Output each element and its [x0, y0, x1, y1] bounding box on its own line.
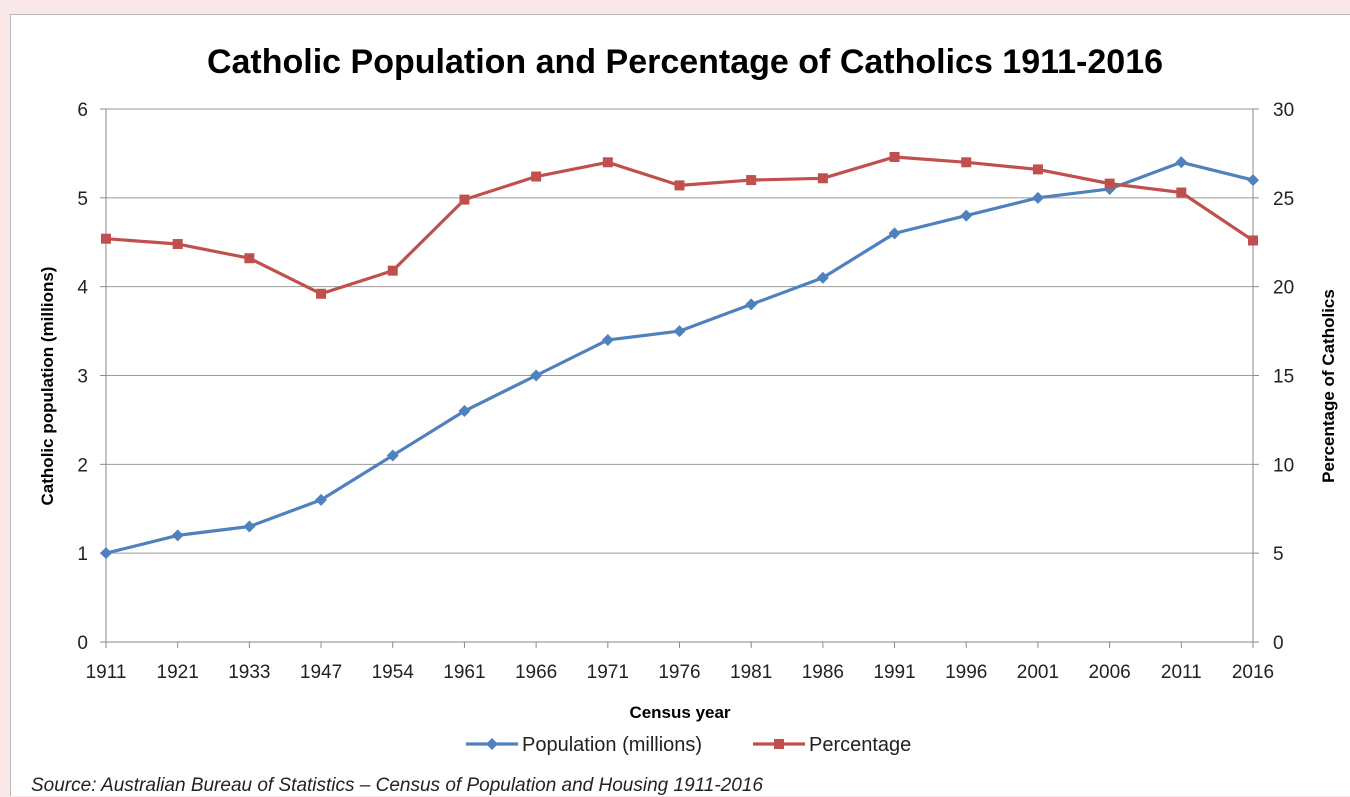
x-tick-label: 1971 — [587, 662, 629, 683]
square-marker — [459, 194, 470, 205]
y-tick-label: 0 — [77, 633, 88, 654]
y2-tick-label: 25 — [1273, 189, 1294, 210]
legend: Population (millions) Percentage — [466, 734, 911, 756]
square-marker — [817, 173, 828, 184]
x-tick-label: 2001 — [1017, 662, 1059, 683]
diamond-marker — [530, 369, 543, 382]
series-line — [105, 160, 1254, 555]
x-tick-label: 1961 — [443, 662, 485, 683]
x-tick-label: 2011 — [1161, 662, 1202, 683]
y-tick-label: 3 — [77, 367, 88, 388]
square-marker — [1104, 178, 1115, 189]
chart-title: Catholic Population and Percentage of Ca… — [207, 43, 1163, 81]
y-axis-label: Catholic population (millions) — [38, 267, 57, 506]
x-tick-label: 1921 — [157, 662, 199, 683]
y2-tick-label: 20 — [1273, 278, 1294, 299]
square-marker — [316, 288, 327, 299]
y-tick-label: 1 — [77, 544, 88, 565]
diamond-marker — [1031, 191, 1044, 204]
square-marker — [774, 739, 784, 749]
square-marker — [1248, 235, 1258, 246]
x-tick-label: 1947 — [300, 662, 342, 683]
data-series — [100, 151, 1259, 560]
diamond-marker — [1175, 156, 1188, 169]
diamond-marker — [315, 493, 328, 506]
series-line — [105, 155, 1254, 296]
x-tick-label: 1991 — [873, 662, 915, 683]
source-note: Source: Australian Bureau of Statistics … — [31, 775, 763, 796]
chart-canvas: Catholic Population and Percentage of Ca… — [31, 43, 1338, 796]
diamond-marker — [171, 529, 184, 542]
x-axis-label: Census year — [629, 703, 730, 722]
y-tick-label: 4 — [77, 278, 88, 299]
diamond-marker — [601, 333, 614, 346]
diamond-marker — [100, 547, 112, 560]
square-marker — [746, 175, 757, 186]
diamond-marker — [816, 271, 829, 284]
diamond-marker — [243, 520, 256, 533]
diamond-marker — [888, 227, 901, 240]
x-tick-label: 1986 — [802, 662, 844, 683]
square-marker — [674, 180, 685, 191]
diamond-marker — [673, 325, 686, 338]
diamond-marker — [386, 449, 399, 462]
series-percentage — [101, 151, 1258, 299]
diamond-marker — [458, 405, 471, 418]
square-marker — [244, 253, 255, 264]
legend-item: Percentage — [753, 734, 911, 756]
x-tick-label: 1954 — [372, 662, 415, 683]
diamond-marker — [486, 738, 498, 750]
axes — [100, 108, 1259, 648]
legend-label: Population (millions) — [522, 734, 702, 756]
square-marker — [387, 265, 398, 276]
series-population — [100, 156, 1259, 560]
x-tick-label: 1911 — [86, 662, 127, 683]
tick-labels: 0 1 2 3 4 5 6 0 5 10 15 20 25 30 1911 1921 1933 1947 1954 1… — [77, 100, 1294, 683]
square-marker — [531, 171, 542, 182]
y2-tick-label: 5 — [1273, 544, 1284, 565]
x-tick-label: 1981 — [730, 662, 772, 683]
square-marker — [602, 157, 613, 168]
square-marker — [1176, 187, 1187, 198]
square-marker — [961, 157, 972, 168]
square-marker — [101, 233, 111, 244]
y-tick-label: 6 — [77, 100, 88, 121]
square-marker — [1032, 164, 1043, 175]
y2-axis-label: Percentage of Catholics — [1319, 289, 1338, 483]
x-tick-label: 2006 — [1088, 662, 1130, 683]
x-tick-label: 2016 — [1232, 662, 1274, 683]
y2-tick-label: 10 — [1273, 455, 1294, 476]
diamond-marker — [1247, 174, 1259, 187]
y-tick-label: 2 — [77, 455, 88, 476]
x-tick-label: 1996 — [945, 662, 987, 683]
diamond-marker — [745, 298, 758, 311]
x-tick-label: 1966 — [515, 662, 557, 683]
legend-item: Population (millions) — [466, 734, 702, 756]
gridlines — [106, 108, 1253, 554]
x-tick-label: 1933 — [228, 662, 270, 683]
chart-frame: Catholic Population and Percentage of Ca… — [10, 14, 1350, 796]
y2-tick-label: 0 — [1273, 633, 1284, 654]
y2-tick-label: 15 — [1273, 367, 1294, 388]
legend-label: Percentage — [809, 734, 911, 756]
diamond-marker — [960, 209, 973, 222]
x-tick-label: 1976 — [658, 662, 700, 683]
y-tick-label: 5 — [77, 189, 88, 210]
square-marker — [889, 151, 900, 162]
square-marker — [172, 239, 183, 250]
y2-tick-label: 30 — [1273, 100, 1294, 121]
